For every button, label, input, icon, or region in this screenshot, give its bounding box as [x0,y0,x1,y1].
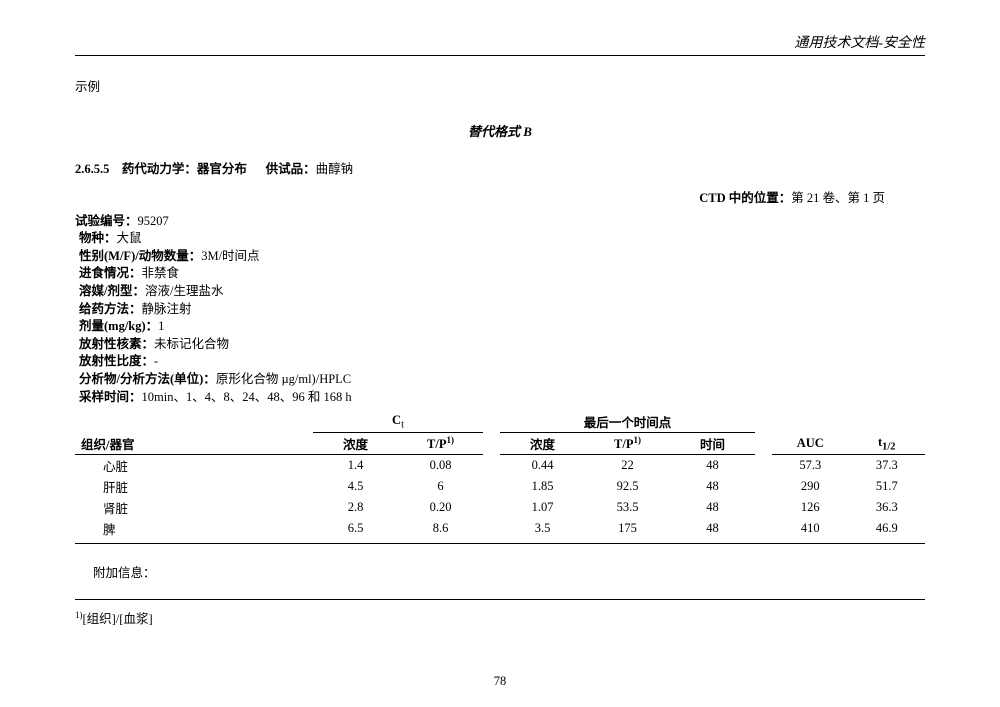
column-header-row: 组织/器官 浓度 T/P1) 浓度 T/P1) 时间 AUC t1/2 [75,433,925,455]
cell-time: 48 [670,518,755,539]
study-no-label: 试验编号： [75,214,138,228]
page-number: 78 [0,674,1000,689]
section-number: 2.6.5.5 [75,162,109,176]
cell-time: 48 [670,497,755,518]
cell-c2: 0.44 [500,455,585,477]
cell-tp2: 53.5 [585,497,670,518]
feeding-label: 进食情况： [79,266,142,280]
cell-thalf: 51.7 [849,476,926,497]
table-row: 肝脏4.56 1.8592.548 29051.7 [75,476,925,497]
col-tp-sup-2: 1) [633,435,641,445]
cell-tp1: 0.08 [398,455,483,477]
nuclide-value: 未标记化合物 [154,337,229,351]
cell-auc: 290 [772,476,849,497]
col-conc-2: 浓度 [530,438,555,452]
cell-c1: 1.4 [313,455,398,477]
study-block: 物种：大鼠 性别(M/F)/动物数量：3M/时间点 进食情况：非禁食 溶媒/剂型… [79,231,925,405]
cell-c1: 6.5 [313,518,398,539]
cell-tp1: 6 [398,476,483,497]
col-thalf-sub: 1/2 [882,441,895,452]
footnote-sup: 1) [75,610,83,620]
vehicle-label: 溶媒/剂型： [79,284,145,298]
dose-value: 1 [158,319,164,333]
table-row: 肾脏2.80.20 1.0753.548 12636.3 [75,497,925,518]
cell-organ: 脾 [75,518,313,539]
section-title: 药代动力学：器官分布 [122,162,247,176]
alt-format-title: 替代格式 B [75,121,925,140]
cell-time: 48 [670,476,755,497]
footnote-text: [组织]/[血浆] [83,612,153,626]
sex-value: 3M/时间点 [201,249,259,263]
vehicle-value: 溶液/生理盐水 [145,284,223,298]
header-rule [75,55,925,56]
cell-tp2: 22 [585,455,670,477]
example-label: 示例 [75,76,925,95]
cell-tp2: 92.5 [585,476,670,497]
cell-tp2: 175 [585,518,670,539]
cell-organ: 肾脏 [75,497,313,518]
cell-thalf: 36.3 [849,497,926,518]
group-header-row: Ct 最后一个时间点 [75,411,925,433]
cell-c2: 3.5 [500,518,585,539]
cell-thalf: 46.9 [849,518,926,539]
col-tp-sup-1: 1) [446,435,454,445]
cell-c2: 1.07 [500,497,585,518]
ctd-value: 第 21 卷、第 1 页 [791,191,885,205]
cell-thalf: 37.3 [849,455,926,477]
test-article-label: 供试品： [266,162,316,176]
col-tp-2: T/P [614,437,633,451]
cell-organ: 肝脏 [75,476,313,497]
cell-c2: 1.85 [500,476,585,497]
cell-c1: 4.5 [313,476,398,497]
cell-tp1: 0.20 [398,497,483,518]
header-title: 通用技术文档-安全性 [75,32,925,55]
route-label: 给药方法： [79,302,142,316]
spact-label: 放射性比度： [79,354,154,368]
cell-organ: 心脏 [75,455,313,477]
analyte-value: 原形化合物 µg/ml)/HPLC [216,372,351,386]
group-ct: C [392,413,401,427]
table-row: 心脏1.40.08 0.442248 57.337.3 [75,455,925,477]
sampling-label: 采样时间： [79,390,142,404]
sex-label: 性别(M/F)/动物数量： [79,249,201,263]
organ-table: Ct 最后一个时间点 组织/器官 浓度 T/P1) 浓度 T/P1) 时间 AU… [75,411,925,539]
cell-auc: 57.3 [772,455,849,477]
col-auc: AUC [797,436,824,450]
group-last: 最后一个时间点 [584,416,672,430]
table-bottom-rule [75,543,925,544]
cell-c1: 2.8 [313,497,398,518]
ctd-position: CTD 中的位置：第 21 卷、第 1 页 [75,187,925,206]
section-heading: 2.6.5.5 药代动力学：器官分布 供试品：曲醇钠 [75,158,925,177]
cell-auc: 126 [772,497,849,518]
footnote-rule [75,599,925,600]
ctd-label: CTD 中的位置： [699,191,791,205]
table-row: 脾6.58.6 3.517548 41046.9 [75,518,925,539]
cell-time: 48 [670,455,755,477]
page-container: 通用技术文档-安全性 示例 替代格式 B 2.6.5.5 药代动力学：器官分布 … [0,0,1000,707]
study-number: 试验编号：95207 [75,210,925,229]
col-tp-1: T/P [427,437,446,451]
sampling-value: 10min、1、4、8、24、48、96 和 168 h [142,390,352,404]
feeding-value: 非禁食 [142,266,180,280]
route-value: 静脉注射 [142,302,192,316]
test-article-value: 曲醇钠 [316,162,354,176]
col-time: 时间 [700,438,725,452]
additional-info-label: 附加信息： [93,562,925,581]
species-value: 大鼠 [117,231,142,245]
footnote: 1)[组织]/[血浆] [75,608,925,627]
analyte-label: 分析物/分析方法(单位)： [79,372,216,386]
dose-label: 剂量(mg/kg)： [79,319,158,333]
spact-value: - [154,354,158,368]
group-ct-sub: t [401,420,404,431]
species-label: 物种： [79,231,117,245]
col-conc-1: 浓度 [343,438,368,452]
cell-tp1: 8.6 [398,518,483,539]
study-no-value: 95207 [138,214,169,228]
nuclide-label: 放射性核素： [79,337,154,351]
cell-auc: 410 [772,518,849,539]
col-organ: 组织/器官 [81,438,134,452]
